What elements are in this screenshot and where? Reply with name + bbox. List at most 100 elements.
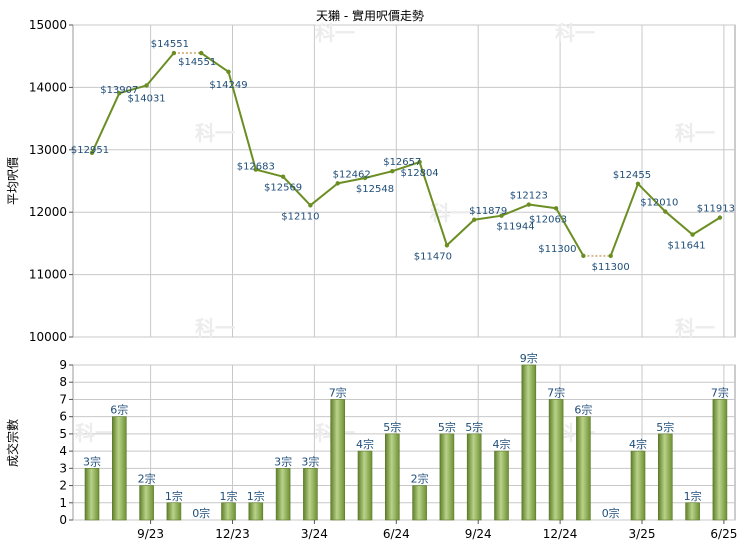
price-data-label: $11913 <box>697 204 735 215</box>
count-bar <box>139 485 154 521</box>
price-data-label: $12063 <box>529 214 567 225</box>
count-x-tick-label: 12/24 <box>543 527 578 541</box>
price-point <box>253 167 258 172</box>
price-data-label: $14031 <box>128 93 166 104</box>
count-x-tick-label: 9/23 <box>137 527 164 541</box>
price-point <box>717 215 723 220</box>
price-y-axis-label: 平均呎價 <box>6 157 20 205</box>
price-plot-frame <box>72 24 736 338</box>
price-line-segment <box>309 182 339 207</box>
price-point <box>417 159 422 165</box>
count-y-tick-label: 0 <box>59 513 67 527</box>
count-x-tick-label: 3/24 <box>301 527 328 541</box>
count-bar <box>630 450 646 521</box>
count-data-label: 3宗 <box>274 454 292 468</box>
count-bar <box>712 399 728 521</box>
count-data-label: 0宗 <box>192 506 210 520</box>
price-data-label: $12657 <box>383 157 421 168</box>
count-bar <box>685 502 700 521</box>
price-line-segment <box>637 183 667 213</box>
count-bar <box>166 502 182 521</box>
price-point <box>553 206 559 211</box>
watermark-logo: 科一 <box>555 21 595 45</box>
price-y-tick-label: 11000 <box>29 268 67 282</box>
count-data-label: 9宗 <box>520 351 538 365</box>
count-x-tick-label: 9/24 <box>465 527 492 541</box>
price-line-segment <box>474 214 502 221</box>
watermark-logo: 科一 <box>195 121 235 145</box>
price-line-segment <box>555 207 585 257</box>
price-point <box>226 69 231 75</box>
count-y-tick-label: 8 <box>59 375 67 389</box>
watermark-logo: 科一 <box>195 316 235 340</box>
count-y-tick-label: 1 <box>59 496 67 510</box>
count-data-label: 1宗 <box>247 489 265 503</box>
price-line-segment <box>119 84 147 95</box>
price-data-label: $11944 <box>496 222 534 233</box>
price-line-segment <box>528 203 557 210</box>
count-bar <box>466 433 482 521</box>
count-y-axis-label: 成交宗數 <box>5 419 20 467</box>
count-bar <box>303 468 318 521</box>
count-data-label: 4宗 <box>629 437 647 451</box>
count-x-axis: 9/23 12/23 3/24 6/24 9/24 12/24 3/25 6/25 <box>137 520 737 541</box>
price-data-label: $12548 <box>356 184 394 195</box>
count-x-tick-label: 6/24 <box>383 527 410 541</box>
count-x-tick-label: 12/23 <box>215 527 250 541</box>
price-data-label: $12569 <box>264 183 302 194</box>
count-y-tick-label: 2 <box>59 479 67 493</box>
count-bar <box>548 399 564 521</box>
chart-title: 天獺 - 實用呎價走勢 <box>316 8 424 23</box>
price-point <box>663 209 668 214</box>
price-data-label: $11879 <box>469 206 507 217</box>
count-data-label: 1宗 <box>220 489 238 503</box>
price-y-tick-label: 12000 <box>29 205 67 219</box>
count-data-label: 6宗 <box>110 403 128 417</box>
count-bar <box>248 502 264 521</box>
price-data-labels: $12951 $13907$14031 $14551 $14551 $14249 $126… <box>71 39 735 273</box>
price-line-segment <box>200 52 230 73</box>
price-point <box>362 175 368 181</box>
price-point <box>199 50 204 56</box>
count-data-label: 2宗 <box>138 472 156 486</box>
count-bar <box>275 468 291 521</box>
price-data-label: $11300 <box>538 244 576 255</box>
count-y-tick-label: 4 <box>59 444 67 458</box>
count-data-label: 6宗 <box>574 403 592 417</box>
count-data-label: 1宗 <box>165 489 183 503</box>
price-data-label: $13907 <box>100 85 138 96</box>
count-data-label: 4宗 <box>356 437 374 451</box>
price-point <box>89 150 95 156</box>
price-data-label: $14249 <box>209 80 247 91</box>
price-data-label: $11300 <box>592 262 630 273</box>
price-y-tick-label: 10000 <box>29 330 67 344</box>
count-x-tick-label: 6/25 <box>710 527 737 541</box>
price-line-segment <box>282 176 312 207</box>
count-bar <box>412 485 427 521</box>
count-data-label: 3宗 <box>301 454 319 468</box>
count-data-labels: 3宗 6宗 2宗 1宗 0宗 1宗 1宗 3宗 3宗 7宗 4宗 5宗 2宗 5宗 5宗 4宗 9宗 7宗 6宗 0宗… <box>83 351 729 520</box>
price-line-segment <box>364 170 393 179</box>
price-point <box>390 169 395 174</box>
price-point <box>635 181 641 187</box>
price-data-label: $12010 <box>640 198 678 209</box>
count-data-label: 1宗 <box>684 489 702 503</box>
price-data-label: $11641 <box>668 241 706 252</box>
count-data-label: 7宗 <box>711 385 729 399</box>
price-point <box>117 91 122 96</box>
price-point <box>472 217 477 222</box>
count-bar <box>439 433 455 521</box>
price-line-segment <box>692 216 721 236</box>
count-data-label: 3宗 <box>83 454 101 468</box>
price-data-label: $12951 <box>71 145 109 156</box>
price-data-label: $12123 <box>510 191 548 202</box>
watermark-logo: 科一 <box>75 421 115 445</box>
count-data-label: 5宗 <box>438 420 456 434</box>
count-bar <box>330 399 346 521</box>
price-line-segment <box>337 177 366 185</box>
price-line-segment <box>446 219 475 247</box>
count-y-tick-label: 7 <box>59 392 67 406</box>
price-point <box>308 203 313 208</box>
price-data-label: $14551 <box>178 57 216 68</box>
watermark-logo: 科一 <box>675 121 715 145</box>
